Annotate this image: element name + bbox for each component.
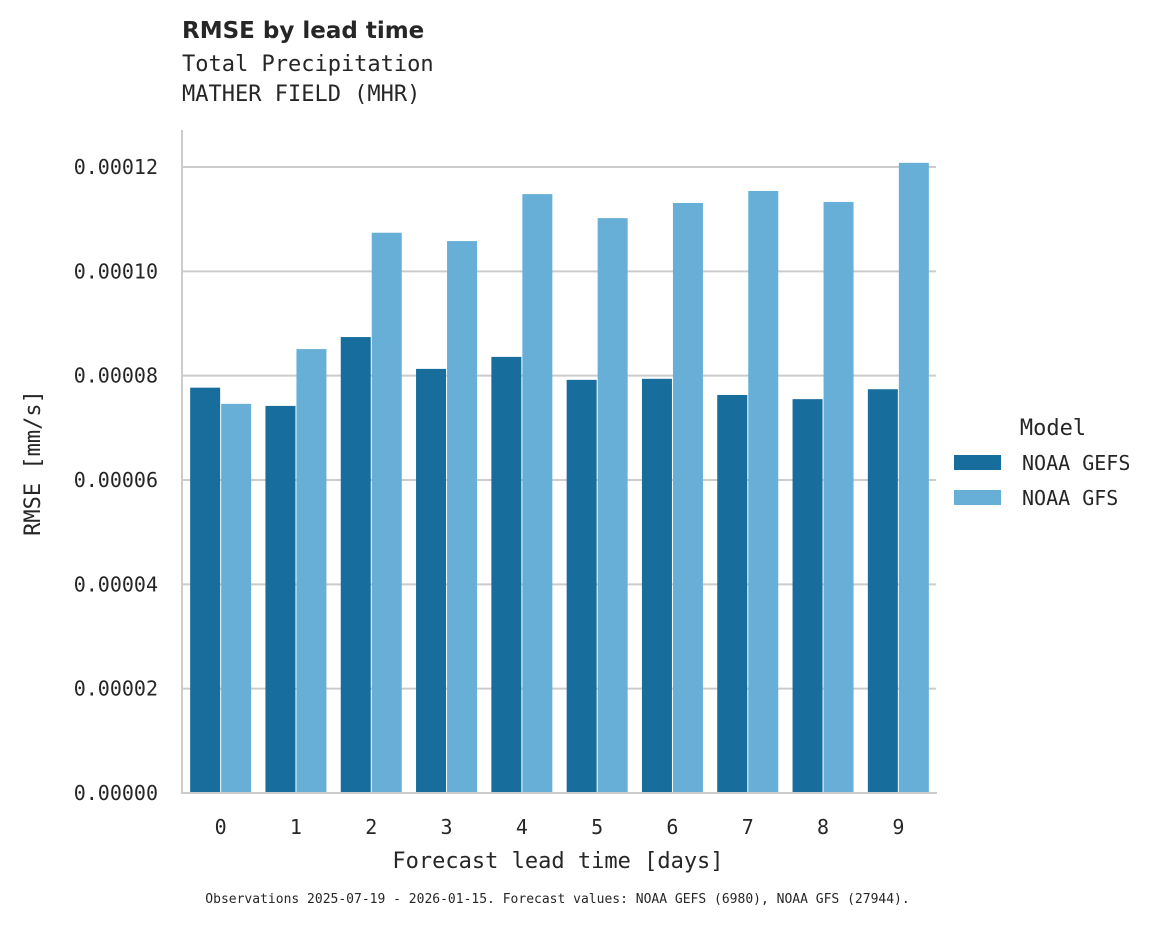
legend-label-gefs: NOAA GEFS [1022,451,1130,475]
legend-swatch-gfs [954,490,1001,505]
chart-title: RMSE by lead time [182,18,425,44]
gridlines [183,166,936,690]
legend: Model NOAA GEFS NOAA GFS [954,416,1130,510]
bar-noaa-gefs-3 [416,368,447,793]
bar-noaa-gfs-5 [597,218,628,793]
y-tick-label: 0.00004 [74,572,158,596]
x-tick-label: 9 [892,815,904,839]
bar-noaa-gfs-7 [748,190,779,793]
bars [190,162,929,794]
chart-footnote: Observations 2025-07-19 - 2026-01-15. Fo… [205,892,910,907]
x-tick-label: 4 [516,815,528,839]
bar-noaa-gefs-1 [265,405,296,793]
bar-noaa-gefs-2 [340,337,371,793]
bar-noaa-gefs-6 [641,378,672,793]
y-tick-labels: 0.00000 0.00002 0.00004 0.00006 0.00008 0.000… [74,155,158,805]
bar-noaa-gfs-2 [371,232,402,794]
bar-noaa-gefs-9 [867,389,898,793]
bar-noaa-gefs-8 [792,399,823,793]
legend-label-gfs: NOAA GFS [1022,486,1118,510]
bar-noaa-gfs-3 [447,241,478,793]
y-tick-label: 0.00006 [74,468,158,492]
x-tick-label: 2 [365,815,377,839]
bar-noaa-gefs-7 [717,394,748,793]
y-tick-label: 0.00000 [74,781,158,805]
bar-noaa-gfs-8 [823,201,854,793]
bar-noaa-gfs-0 [221,403,252,793]
y-tick-label: 0.00008 [74,364,158,388]
chart-subtitle-variable: Total Precipitation [182,52,434,77]
x-axis-label: Forecast lead time [days] [392,849,723,874]
x-tick-label: 7 [742,815,754,839]
x-tick-label: 3 [441,815,453,839]
bar-noaa-gfs-1 [296,349,327,793]
y-tick-label: 0.00010 [74,259,158,283]
x-tick-labels: 0 1 2 3 4 5 6 7 8 9 [215,815,905,839]
bar-noaa-gfs-6 [672,202,703,793]
y-tick-label: 0.00012 [74,155,158,179]
bar-noaa-gfs-9 [898,162,929,793]
bar-noaa-gefs-4 [491,356,522,793]
x-tick-label: 8 [817,815,829,839]
bar-noaa-gfs-4 [522,194,553,794]
bar-noaa-gefs-0 [190,387,221,793]
y-axis-label: RMSE [mm/s] [21,390,46,536]
x-tick-label: 1 [290,815,302,839]
chart-subtitle-station: MATHER FIELD (MHR) [182,82,421,107]
axes [181,130,937,794]
y-tick-label: 0.00002 [74,677,158,701]
legend-title: Model [1020,416,1086,441]
bar-noaa-gefs-5 [566,379,597,793]
x-tick-label: 0 [215,815,227,839]
x-tick-label: 6 [666,815,678,839]
x-tick-label: 5 [591,815,603,839]
legend-swatch-gefs [954,455,1001,470]
